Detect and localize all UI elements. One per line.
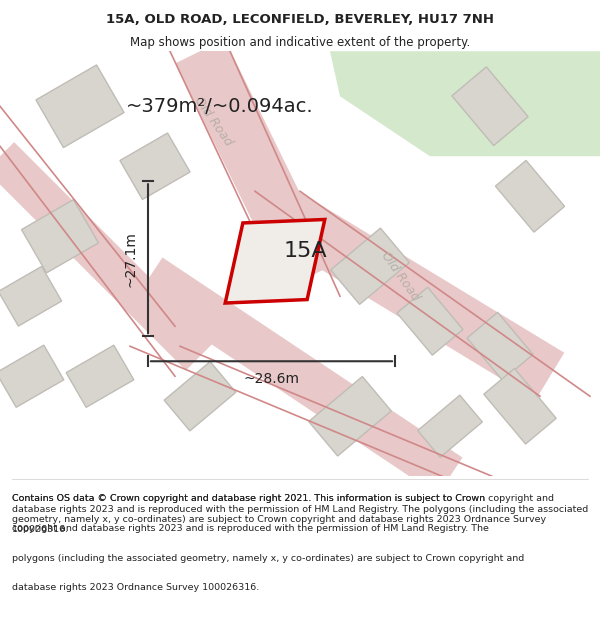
Polygon shape bbox=[309, 376, 391, 456]
Text: Contains OS data © Crown copyright and database right 2021. This information is : Contains OS data © Crown copyright and d… bbox=[12, 494, 588, 534]
Text: polygons (including the associated geometry, namely x, y co-ordinates) are subje: polygons (including the associated geome… bbox=[12, 554, 524, 562]
Polygon shape bbox=[496, 161, 565, 232]
Polygon shape bbox=[0, 345, 64, 408]
Polygon shape bbox=[452, 67, 528, 146]
Text: copyright and database rights 2023 and is reproduced with the permission of HM L: copyright and database rights 2023 and i… bbox=[12, 524, 489, 533]
Polygon shape bbox=[330, 51, 600, 156]
Polygon shape bbox=[225, 219, 325, 303]
Text: database rights 2023 Ordnance Survey 100026316.: database rights 2023 Ordnance Survey 100… bbox=[12, 583, 259, 592]
Polygon shape bbox=[120, 133, 190, 199]
Polygon shape bbox=[137, 258, 463, 495]
Text: ~28.6m: ~28.6m bbox=[244, 372, 299, 386]
Polygon shape bbox=[22, 199, 98, 273]
Polygon shape bbox=[256, 182, 564, 400]
Text: ~27.1m: ~27.1m bbox=[123, 231, 137, 287]
Polygon shape bbox=[418, 395, 482, 458]
Polygon shape bbox=[331, 228, 409, 304]
Text: 15A: 15A bbox=[283, 241, 327, 261]
Polygon shape bbox=[467, 312, 533, 380]
Polygon shape bbox=[175, 39, 335, 288]
Polygon shape bbox=[36, 65, 124, 148]
Polygon shape bbox=[484, 369, 556, 444]
Polygon shape bbox=[0, 142, 214, 371]
Text: ~379m²/~0.094ac.: ~379m²/~0.094ac. bbox=[126, 97, 314, 116]
Polygon shape bbox=[164, 362, 236, 431]
Text: Old Road: Old Road bbox=[191, 94, 235, 148]
Text: 15A, OLD ROAD, LECONFIELD, BEVERLEY, HU17 7NH: 15A, OLD ROAD, LECONFIELD, BEVERLEY, HU1… bbox=[106, 12, 494, 26]
Polygon shape bbox=[397, 288, 463, 355]
Text: Contains OS data © Crown copyright and database right 2021. This information is : Contains OS data © Crown copyright and d… bbox=[12, 494, 485, 503]
Polygon shape bbox=[66, 345, 134, 408]
Polygon shape bbox=[0, 266, 62, 326]
Text: Map shows position and indicative extent of the property.: Map shows position and indicative extent… bbox=[130, 36, 470, 49]
Text: Old Road: Old Road bbox=[379, 249, 422, 303]
